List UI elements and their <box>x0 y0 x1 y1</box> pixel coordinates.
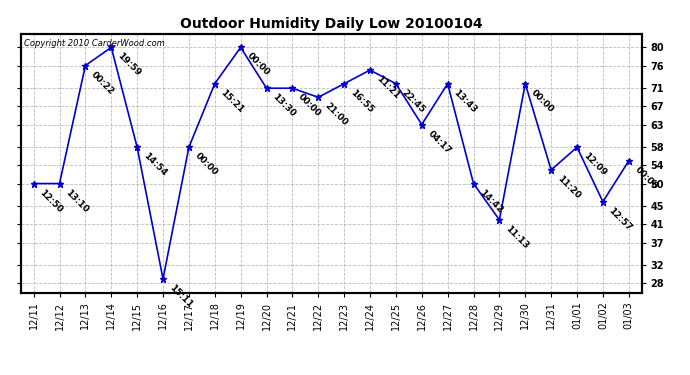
Text: 13:30: 13:30 <box>270 92 297 119</box>
Text: 13:43: 13:43 <box>452 88 478 114</box>
Title: Outdoor Humidity Daily Low 20100104: Outdoor Humidity Daily Low 20100104 <box>180 17 482 31</box>
Text: 00:00: 00:00 <box>529 88 555 114</box>
Text: 11:20: 11:20 <box>555 174 582 201</box>
Text: 11:21: 11:21 <box>374 74 401 101</box>
Text: 04:17: 04:17 <box>426 129 453 155</box>
Text: 00:00: 00:00 <box>193 152 219 178</box>
Text: 13:10: 13:10 <box>63 188 90 214</box>
Text: 00:00: 00:00 <box>297 92 323 118</box>
Text: 22:45: 22:45 <box>400 88 426 114</box>
Text: 00:22: 00:22 <box>90 70 116 96</box>
Text: 15:11: 15:11 <box>167 283 194 310</box>
Text: Copyright 2010 CarderWood.com: Copyright 2010 CarderWood.com <box>23 39 164 48</box>
Text: 12:57: 12:57 <box>607 206 633 232</box>
Text: 11:13: 11:13 <box>504 224 530 251</box>
Text: 12:09: 12:09 <box>581 152 608 178</box>
Text: 16:55: 16:55 <box>348 88 375 114</box>
Text: 15:21: 15:21 <box>219 88 246 114</box>
Text: 14:42: 14:42 <box>477 188 504 214</box>
Text: 00:00: 00:00 <box>245 51 271 78</box>
Text: 12:50: 12:50 <box>38 188 64 214</box>
Text: 21:00: 21:00 <box>322 102 349 128</box>
Text: 00:00: 00:00 <box>633 165 659 191</box>
Text: 14:54: 14:54 <box>141 152 168 178</box>
Text: 19:59: 19:59 <box>115 51 142 78</box>
